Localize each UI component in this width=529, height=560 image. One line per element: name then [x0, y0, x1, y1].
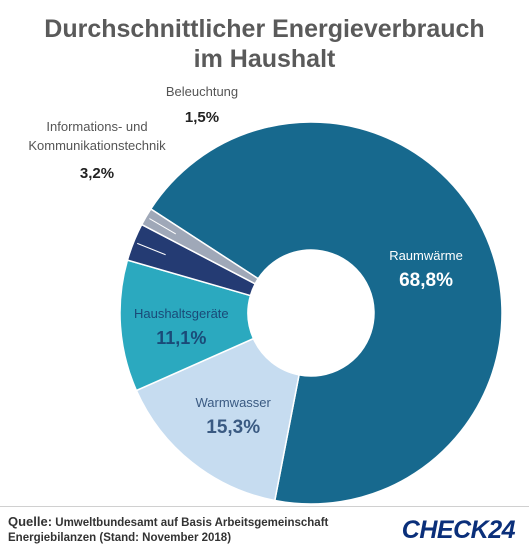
- chart-title-line1: Durchschnittlicher Energieverbrauch: [44, 15, 485, 43]
- label-raumwaerme-name: Raumwärme: [389, 248, 463, 263]
- donut-chart: Raumwärme 68,8% Warmwasser 15,3% Haushaltsge…: [28, 84, 503, 505]
- slice-haushaltsgeraete: [119, 259, 255, 392]
- label-raumwaerme-value: 68,8%: [399, 270, 453, 291]
- footer-divider: [0, 506, 529, 507]
- slice-beleuchtung: [140, 207, 260, 285]
- slice-warmwasser: [135, 337, 300, 502]
- source-line1: Umweltbundesamt auf Basis Arbeitsgemeins…: [55, 517, 329, 529]
- leader-line-beleuchtung: [149, 218, 177, 235]
- label-warmwasser-value: 15,3%: [206, 417, 260, 438]
- leader-line-ikt: [137, 242, 166, 256]
- source-label: Quelle:: [8, 514, 53, 529]
- source-note: Quelle: Umweltbundesamt auf Basis Arbeit…: [8, 514, 398, 546]
- slice-raumwaerme: [149, 121, 503, 505]
- label-informations-und-kommunikationstechnik-line2: Kommunikationstechnik: [28, 138, 166, 153]
- label-haushaltsgeraete-value: 11,1%: [156, 328, 206, 348]
- chart-title-line2: im Haushalt: [193, 45, 336, 73]
- label-beleuchtung-name: Beleuchtung: [166, 84, 238, 99]
- label-warmwasser-name: Warmwasser: [196, 395, 272, 410]
- check24-logo: CHECK24: [401, 516, 516, 544]
- source-line2: Energiebilanzen (Stand: November 2018): [8, 532, 232, 544]
- label-haushaltsgeraete-name: Haushaltsgeräte: [134, 306, 229, 321]
- chart-title: Durchschnittlicher Energieverbrauch im H…: [0, 14, 529, 74]
- label-informations-und-kommunikationstechnik-value: 3,2%: [80, 165, 114, 182]
- label-beleuchtung-value: 1,5%: [185, 109, 219, 126]
- label-informations-und-kommunikationstechnik-line1: Informations- und: [46, 119, 147, 134]
